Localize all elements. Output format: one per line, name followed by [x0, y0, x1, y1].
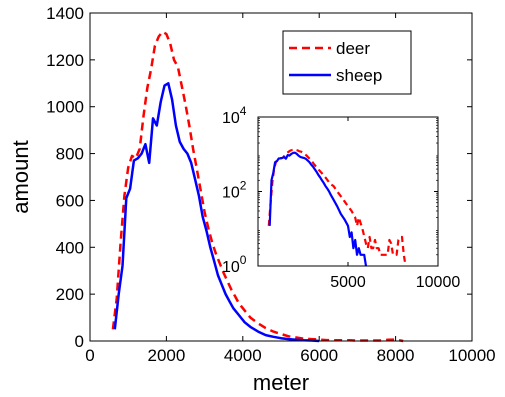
- inset-plot-series: [267, 148, 407, 267]
- y-tick-label: 800: [56, 145, 84, 164]
- legend-label-deer: deer: [336, 39, 370, 58]
- x-tick-label: 4000: [224, 346, 262, 365]
- y-tick-label: 1000: [46, 98, 84, 117]
- inset-y-tick-label: 100: [222, 253, 247, 276]
- inset-series-line-sheep: [268, 151, 368, 267]
- y-tick-label: 0: [75, 332, 84, 351]
- inset-chart: 5000 10000 100 102 104: [222, 104, 460, 291]
- legend: deer sheep: [282, 30, 412, 95]
- x-tick-label: 2000: [147, 346, 185, 365]
- main-plot-frame: [89, 12, 473, 342]
- inset-series-line-deer: [267, 148, 407, 267]
- main-axes: 0 2000 4000 6000 8000 10000 0 200 400 600 800 1000 1…: [46, 4, 495, 365]
- inset-x-tick-label: 10000: [416, 274, 461, 291]
- x-tick-label: 0: [85, 346, 94, 365]
- x-tick-label: 10000: [448, 346, 495, 365]
- y-tick-label: 200: [56, 285, 84, 304]
- series-line-deer: [111, 30, 404, 343]
- inset-plot-frame: [257, 116, 439, 267]
- legend-label-sheep: sheep: [336, 66, 382, 85]
- inset-y-tick-label: 102: [222, 179, 247, 202]
- inset-x-tick-label: 5000: [330, 274, 366, 291]
- main-plot-series: [111, 30, 404, 343]
- y-axis-label: amount: [8, 140, 33, 213]
- y-tick-label: 400: [56, 238, 84, 257]
- x-axis-label: meter: [253, 370, 309, 395]
- inset-background: [258, 117, 438, 266]
- legend-box: [282, 30, 412, 95]
- inset-y-tick-label: 104: [222, 104, 247, 127]
- inset-axes: 5000 10000 100 102 104: [222, 104, 460, 291]
- y-tick-label: 600: [56, 191, 84, 210]
- x-tick-label: 6000: [300, 346, 338, 365]
- y-tick-label: 1400: [46, 4, 84, 23]
- series-line-sheep: [113, 82, 320, 343]
- y-tick-label: 1200: [46, 51, 84, 70]
- x-tick-label: 8000: [377, 346, 415, 365]
